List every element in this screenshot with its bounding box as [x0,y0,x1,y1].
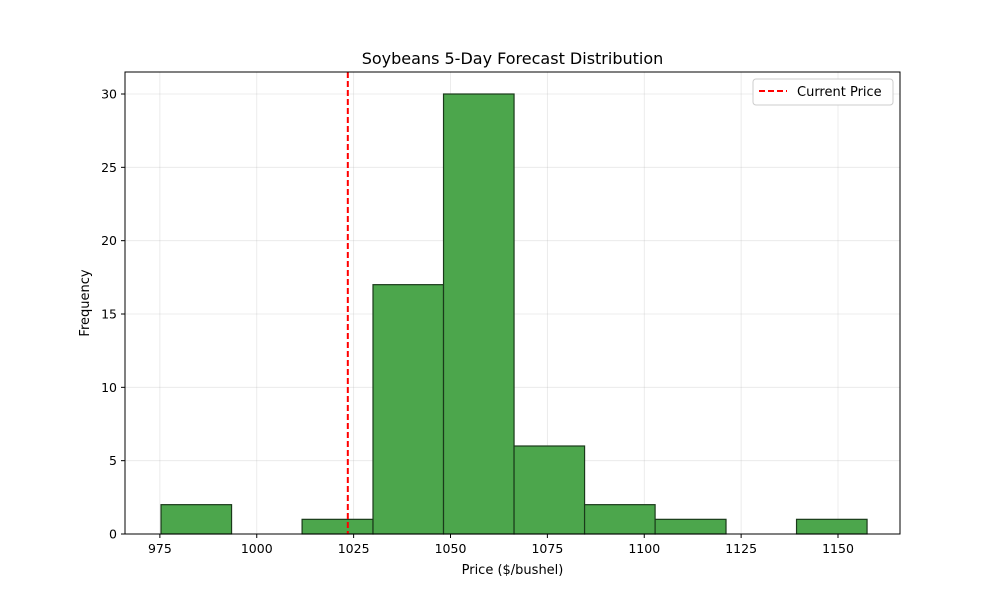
histogram-bar [654,518,727,535]
y-tick-label: 10 [101,380,117,395]
histogram-bars [160,93,868,535]
legend-box [752,78,894,106]
x-tick-label: 1075 [531,541,563,556]
x-tick-label: 975 [148,541,172,556]
x-tick-label: 1050 [435,541,467,556]
histogram-bar [160,504,233,535]
x-axis-label: Price ($/bushel) [462,563,564,578]
histogram-bar [795,518,868,535]
y-tick-label: 20 [101,233,117,248]
y-axis-label: Frequency [78,269,93,336]
histogram-bar [301,518,374,535]
histogram-bar [513,445,586,535]
x-tick-label: 1025 [338,541,370,556]
x-tick-label: 1150 [822,541,854,556]
histogram-bar [583,504,656,535]
legend-label-current-price: Current Price [797,85,882,100]
plot-area-frame [124,71,901,535]
x-tick-label: 1100 [628,541,660,556]
y-axis-ticks: 0 5 10 15 20 25 30 [101,87,125,542]
x-tick-label: 1000 [241,541,273,556]
y-tick-label: 30 [101,87,117,102]
y-tick-label: 25 [101,160,117,175]
y-tick-label: 0 [109,527,117,542]
x-tick-label: 1125 [725,541,757,556]
histogram-bar [372,284,445,535]
y-tick-label: 5 [109,453,117,468]
y-tick-label: 15 [101,307,117,322]
chart-title: Soybeans 5-Day Forecast Distribution [362,49,664,68]
legend: Current Price [752,78,894,106]
histogram-bar [442,93,515,535]
x-axis-ticks: 975 1000 1025 1050 1075 1100 1125 1150 [148,534,854,556]
